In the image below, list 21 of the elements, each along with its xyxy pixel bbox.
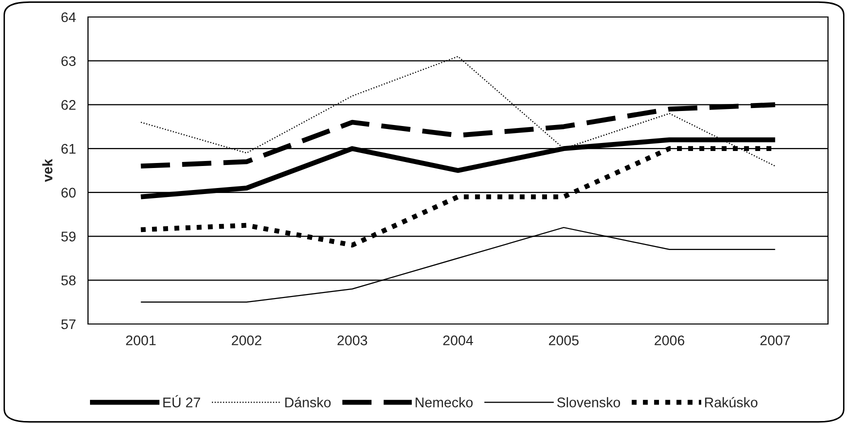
y-tick-label: 59 [61, 232, 76, 242]
y-tick-label: 61 [61, 144, 76, 154]
x-tick-label: 2001 [126, 335, 156, 346]
y-tick-label: 63 [61, 56, 76, 66]
legend-label: Slovensko [557, 397, 620, 408]
y-tick-label: 62 [61, 100, 76, 110]
legend-label: Rakúsko [705, 397, 758, 408]
x-tick-label: 2007 [760, 335, 790, 346]
x-tick-label: 2004 [443, 335, 474, 346]
legend-label: Dánsko [285, 397, 331, 408]
y-tick-label: 57 [61, 319, 76, 330]
y-tick-label: 60 [61, 188, 76, 198]
y-tick-label: 58 [61, 275, 76, 286]
y-axis-title: vek [42, 158, 52, 182]
x-tick-label: 2002 [232, 335, 262, 346]
y-tick-label: 64 [61, 12, 76, 22]
legend-label: Nemecko [416, 397, 473, 408]
x-tick-label: 2003 [338, 335, 368, 346]
x-tick-label: 2006 [654, 335, 684, 346]
legend-label: EÚ 27 [163, 395, 200, 408]
x-tick-label: 2005 [548, 335, 579, 346]
